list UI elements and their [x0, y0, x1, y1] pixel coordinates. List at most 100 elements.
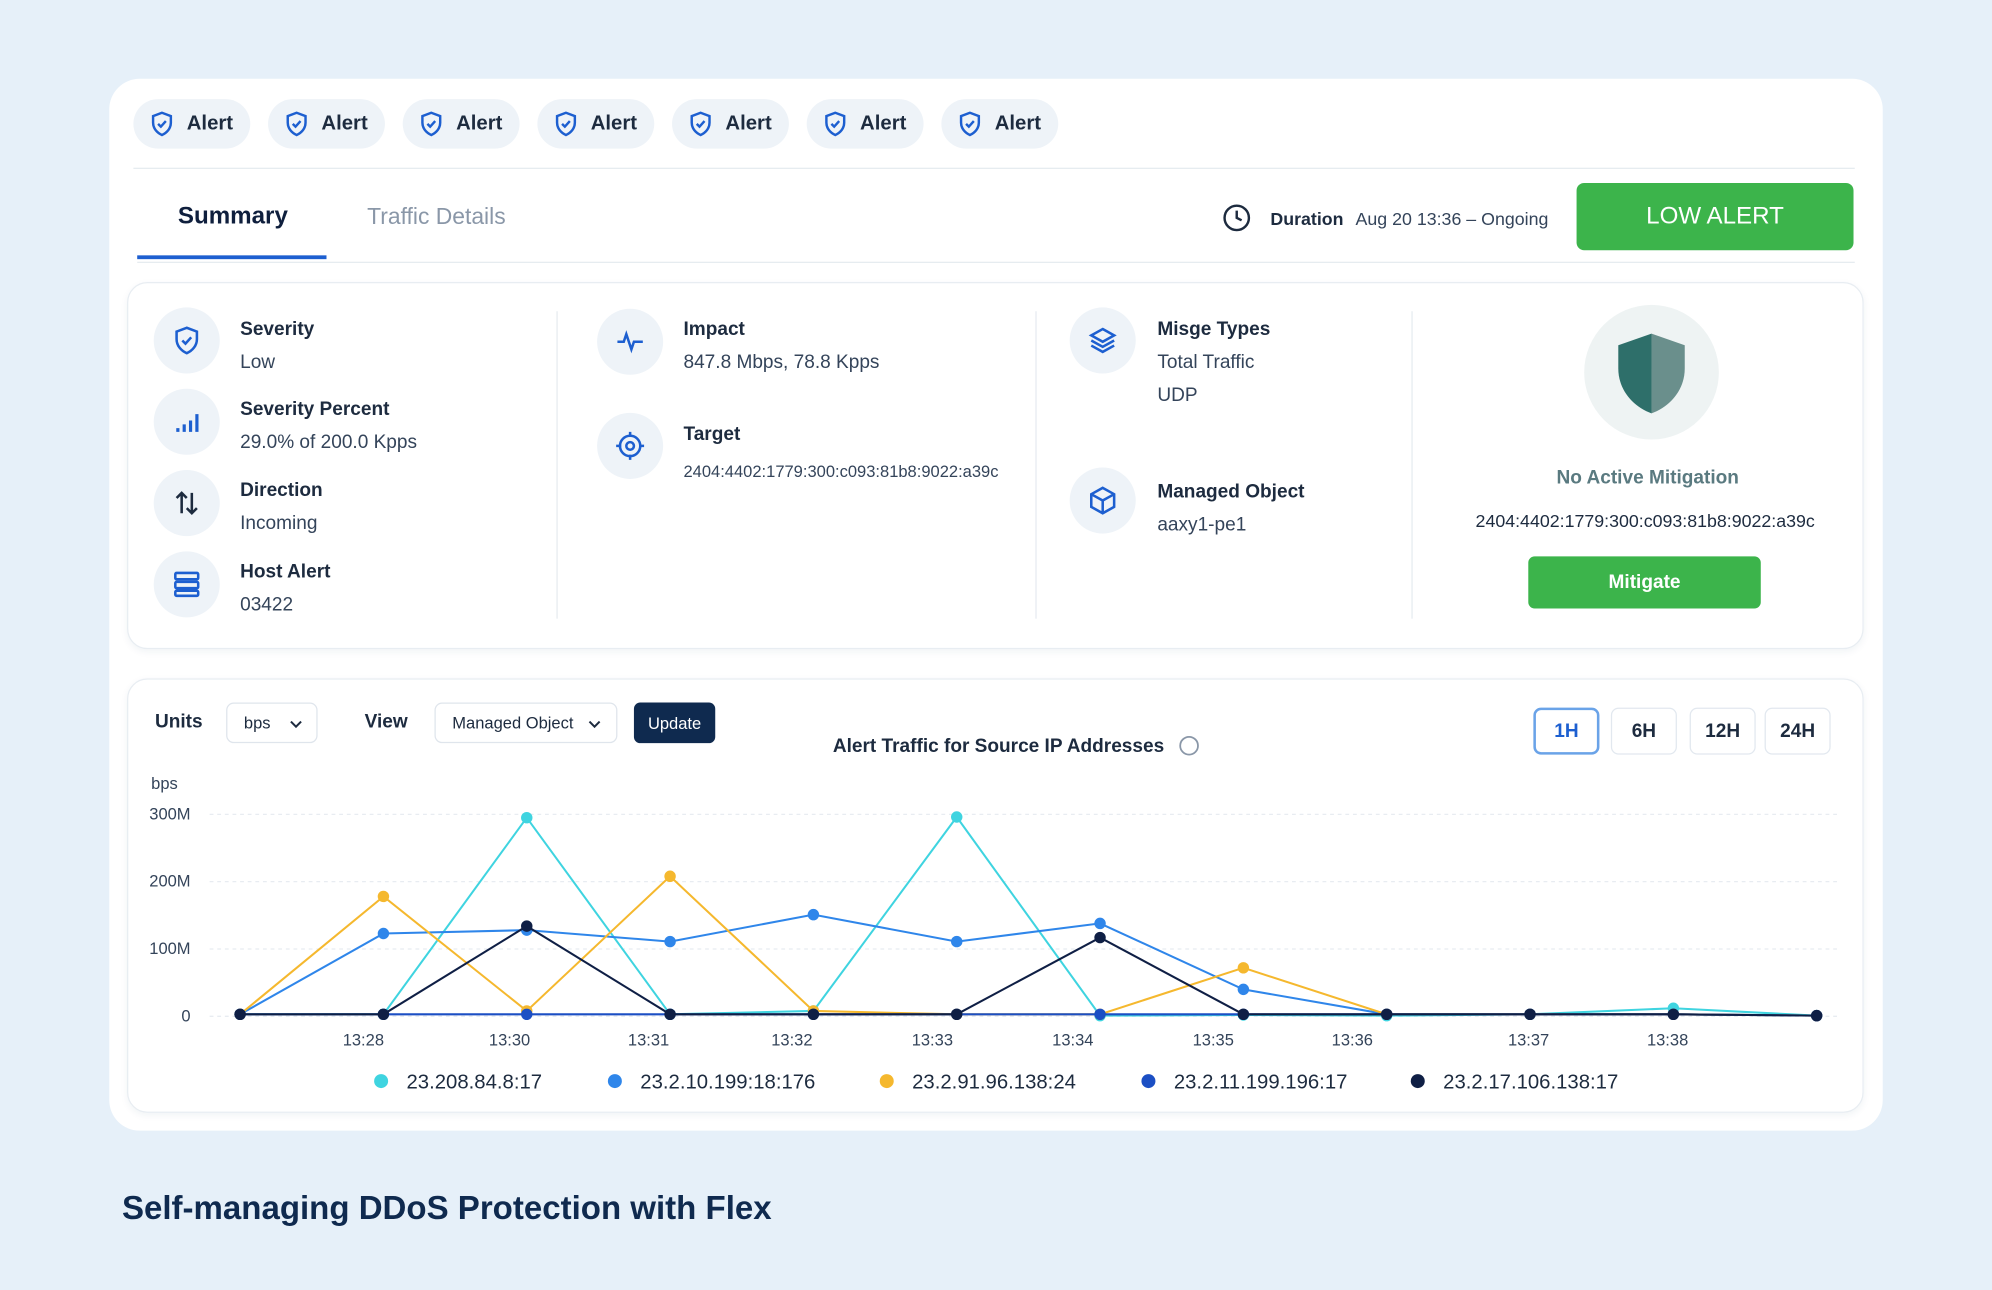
duration-label: Duration [1270, 208, 1344, 229]
field-label: Misge Types [1157, 318, 1271, 340]
y-tick-label: 300M [149, 805, 190, 823]
x-tick-label: 13:31 [628, 1032, 669, 1050]
data-point [1094, 917, 1106, 930]
x-tick-label: 13:33 [912, 1032, 953, 1050]
data-point [521, 920, 533, 932]
units-select[interactable]: bps [226, 702, 318, 744]
tab[interactable]: Traffic Details [367, 203, 506, 230]
alert-tab-label: Alert [456, 113, 503, 135]
legend-label: 23.2.11.199.196:17 [1174, 1072, 1348, 1094]
range-button[interactable]: 6H [1610, 707, 1677, 755]
alert-tab[interactable]: Alert [133, 99, 251, 149]
chevron [290, 720, 302, 729]
field-value: 29.0% of 200.0 Kpps [240, 431, 418, 453]
legend-marker [1141, 1074, 1156, 1089]
alert-tab[interactable]: Alert [941, 99, 1059, 149]
alert-tab[interactable]: Alert [537, 99, 655, 149]
y-tick-label: 200M [149, 873, 190, 891]
alert-tab[interactable]: Alert [806, 99, 924, 149]
divider [1035, 311, 1037, 619]
x-tick-label: 13:32 [771, 1032, 812, 1050]
divider [556, 311, 558, 619]
x-tick-label: 13:30 [489, 1032, 530, 1050]
data-point [377, 927, 390, 940]
data-point [1380, 1008, 1393, 1021]
alert-tab-label: Alert [725, 113, 772, 135]
field-value: 2404:4402:1779:300:c093:81b8:9022:a39c [683, 461, 999, 481]
range-button[interactable]: 24H [1764, 707, 1831, 755]
field-label: Target [683, 423, 741, 446]
data-point [1094, 1008, 1106, 1021]
tab-underline [137, 255, 327, 260]
mitigate-button[interactable]: Mitigate [1528, 556, 1761, 609]
field-value: UDP [1157, 384, 1198, 406]
field-label: Severity [240, 318, 315, 340]
alert-tab[interactable]: Alert [268, 99, 385, 149]
data-point [1094, 931, 1106, 944]
field-label: Managed Object [1157, 480, 1305, 503]
shield-icon [825, 111, 846, 137]
field-label: Severity Percent [240, 398, 390, 420]
y-axis-label: bps [151, 775, 178, 793]
y-tick-label: 0 [181, 1007, 190, 1025]
field-value: 847.8 Mbps, 78.8 Kpps [683, 351, 880, 373]
view-value: Managed Object [452, 713, 574, 733]
alert-tab-label: Alert [590, 113, 638, 135]
y-tick-label: 100M [149, 940, 190, 958]
data-point [951, 1008, 963, 1021]
field-value: 03422 [240, 593, 294, 616]
data-point [234, 1008, 246, 1021]
data-point [807, 1008, 820, 1021]
icon [153, 470, 220, 537]
caption: Self-managing DDoS Protection with Flex [121, 1188, 772, 1227]
range-button[interactable]: 12H [1689, 707, 1756, 755]
summary-card [127, 282, 1864, 650]
alert-tab-label: Alert [860, 113, 907, 135]
clock-icon [1223, 204, 1251, 232]
data-point [807, 908, 820, 921]
icon [153, 551, 220, 618]
units-label: Units [154, 710, 203, 733]
update-button[interactable]: Update [633, 702, 716, 744]
shield-icon [286, 111, 307, 137]
chart-title: Alert Traffic for Source IP Addresses [833, 736, 1164, 757]
legend-label: 23.2.91.96.138:24 [912, 1072, 1076, 1094]
data-point [521, 811, 533, 824]
field-value: Low [240, 351, 276, 373]
range-button[interactable]: 1H [1533, 707, 1600, 755]
shield-icon [421, 111, 442, 137]
alert-tab[interactable]: Alert [402, 99, 520, 149]
legend-label: 23.2.10.199:18:176 [640, 1072, 815, 1094]
icon [1069, 307, 1136, 374]
icon [153, 307, 220, 374]
legend-label: 23.208.84.8:17 [407, 1072, 543, 1094]
x-tick-label: 13:28 [343, 1032, 384, 1050]
legend-marker [879, 1074, 894, 1089]
data-point [951, 935, 963, 948]
alert-tab[interactable]: Alert [672, 99, 789, 149]
shield-icon [1618, 333, 1685, 414]
view-select[interactable]: Managed Object [434, 702, 618, 744]
tab[interactable]: Summary [177, 203, 288, 230]
x-tick-label: 13:36 [1332, 1032, 1373, 1050]
icon [1069, 467, 1136, 534]
field-value: aaxy1-pe1 [1157, 513, 1247, 536]
field-value: Total Traffic [1157, 351, 1255, 373]
series-line [239, 913, 1817, 1017]
units-value: bps [243, 713, 271, 733]
data-point [1237, 1008, 1250, 1021]
legend-marker [374, 1074, 389, 1089]
divider [133, 167, 1855, 169]
icon [597, 412, 664, 479]
series-line [240, 815, 1817, 1017]
data-point [377, 890, 390, 903]
data-point [664, 870, 676, 882]
shield-icon [690, 111, 711, 137]
alert-tab-label: Alert [321, 113, 368, 135]
status-button[interactable]: LOW ALERT [1576, 182, 1854, 251]
data-point [1667, 1008, 1680, 1021]
data-point [1810, 1009, 1823, 1022]
info-icon [1179, 735, 1199, 756]
